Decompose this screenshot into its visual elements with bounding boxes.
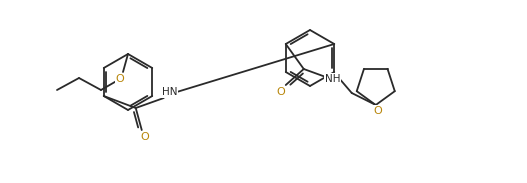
Text: NH: NH [325, 74, 340, 84]
Text: O: O [140, 132, 149, 142]
Text: O: O [276, 87, 285, 97]
Text: HN: HN [162, 87, 178, 97]
Text: O: O [115, 74, 124, 84]
Text: O: O [373, 106, 382, 116]
